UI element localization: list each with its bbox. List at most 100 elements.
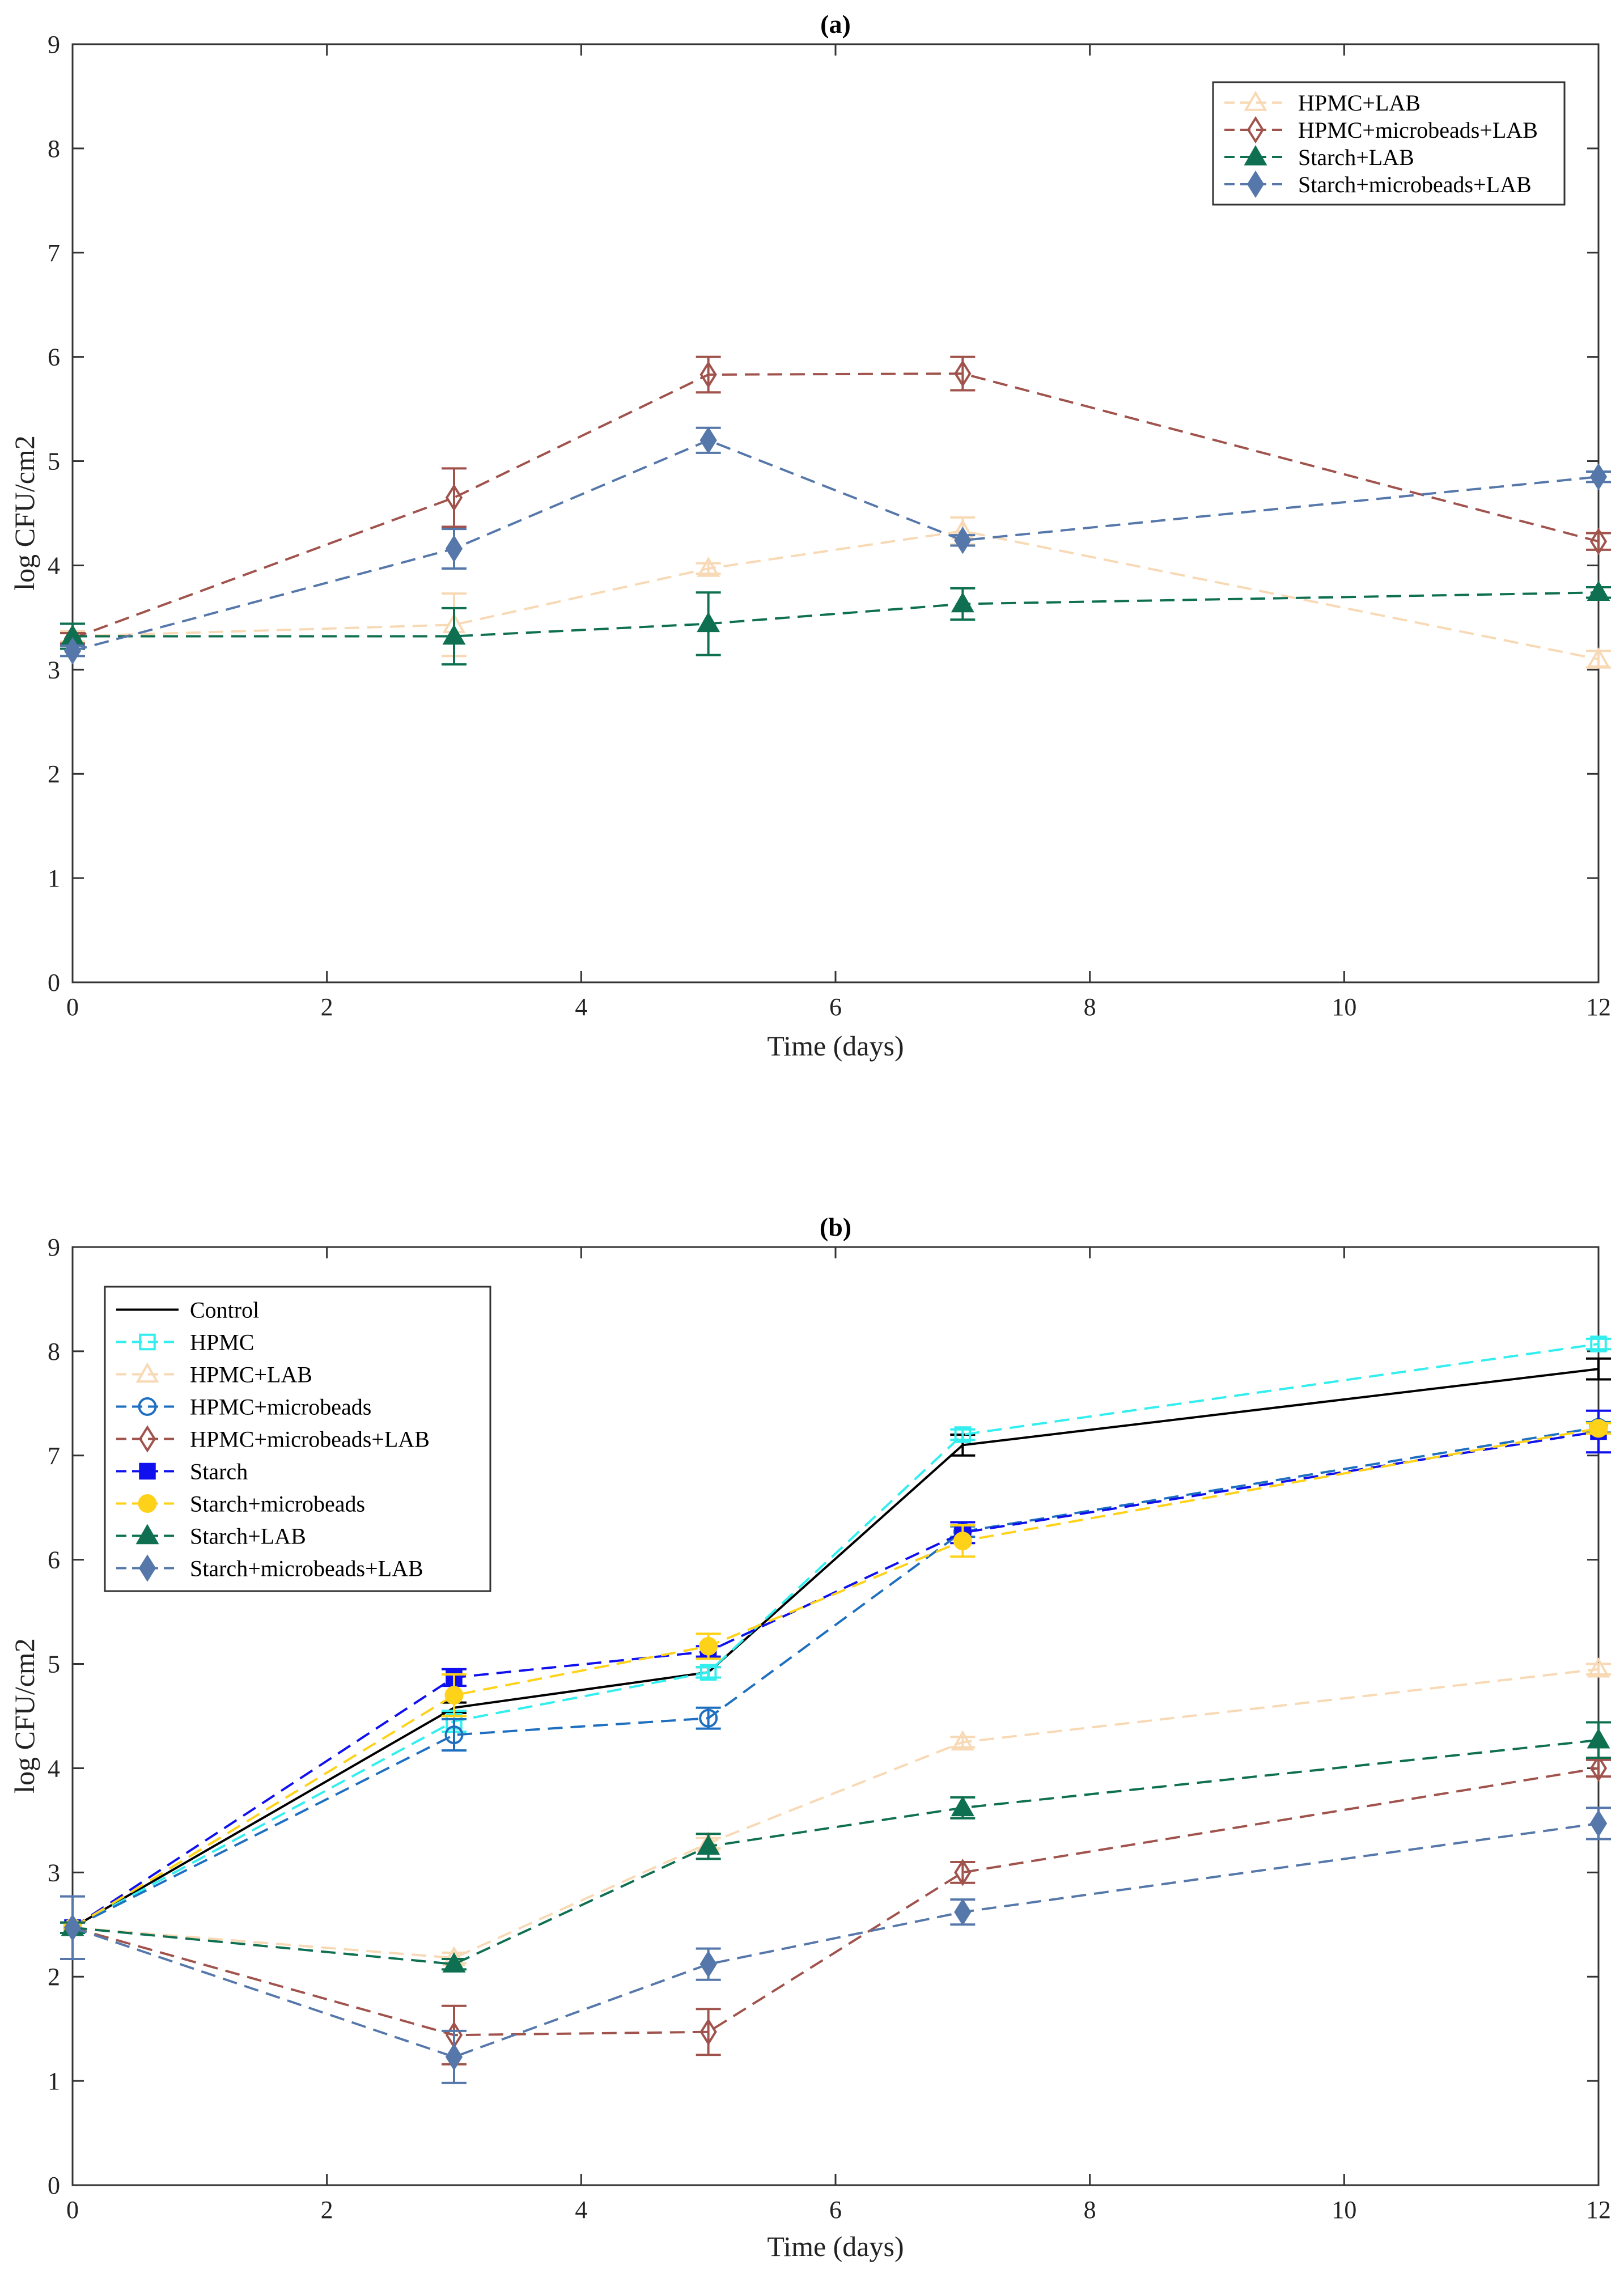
y-tick-label: 3 bbox=[48, 656, 60, 684]
data-point bbox=[953, 1532, 972, 1551]
data-point bbox=[444, 1725, 464, 1745]
chart-panel-b: (b) Time (days) log CFU/cm2 0 2 4 6 8 10 12012… bbox=[9, 1212, 1611, 2262]
legend-marker bbox=[138, 1494, 157, 1513]
data-point bbox=[697, 1834, 720, 1855]
x-tick-label: 8 bbox=[1084, 2196, 1096, 2224]
series-starch-microbeads-lab bbox=[60, 1806, 1611, 2084]
series-line bbox=[72, 1767, 1599, 2037]
legend-marker bbox=[1246, 170, 1265, 198]
data-point bbox=[954, 1426, 972, 1443]
y-tick-label: 2 bbox=[48, 760, 60, 788]
data-point bbox=[1587, 647, 1610, 668]
x-tick-label: 4 bbox=[575, 2196, 587, 2224]
data-point bbox=[444, 1686, 464, 1705]
data-point bbox=[951, 1730, 974, 1751]
x-axis-label: Time (days) bbox=[767, 2230, 904, 2262]
data-point bbox=[1587, 580, 1610, 601]
legend-marker bbox=[138, 1554, 156, 1582]
data-point bbox=[442, 624, 466, 645]
legend-label: HPMC+LAB bbox=[190, 1362, 312, 1388]
y-tick-label: 1 bbox=[48, 2067, 60, 2095]
data-point bbox=[445, 535, 463, 563]
legend-item: HPMC+LAB bbox=[116, 1362, 312, 1388]
data-point bbox=[1587, 1657, 1610, 1678]
legend: Control HPMC HPMC+LAB HPMC+microbeads HPMC+m… bbox=[104, 1286, 491, 1592]
legend-item: HPMC+microbeads+LAB bbox=[116, 1425, 430, 1453]
x-tick-label: 2 bbox=[321, 2196, 333, 2224]
data-point bbox=[954, 1859, 972, 1886]
y-tick-label: 4 bbox=[48, 1754, 60, 1782]
legend-marker bbox=[135, 1524, 159, 1545]
legend-item: Starch+microbeads+LAB bbox=[116, 1554, 423, 1582]
x-tick-label: 6 bbox=[829, 2196, 842, 2224]
legend-item: Starch+LAB bbox=[116, 1524, 306, 1549]
data-point bbox=[954, 359, 972, 388]
data-point bbox=[699, 1664, 717, 1681]
series-starch-microbeads-lab bbox=[60, 426, 1611, 665]
y-tick-label: 7 bbox=[48, 239, 60, 267]
data-point bbox=[1589, 1809, 1608, 1838]
data-point bbox=[445, 484, 463, 512]
x-tick-label: 10 bbox=[1332, 2196, 1356, 2224]
y-tick-label: 0 bbox=[48, 969, 60, 996]
x-tick-label: 0 bbox=[66, 993, 79, 1021]
data-point bbox=[954, 1898, 972, 1926]
chart-title: (a) bbox=[820, 10, 851, 39]
y-tick-label: 8 bbox=[48, 135, 60, 163]
y-axis-label: log CFU/cm2 bbox=[9, 1638, 40, 1793]
data-point bbox=[699, 361, 717, 389]
y-tick-label: 3 bbox=[48, 1859, 60, 1886]
x-axis-label: Time (days) bbox=[767, 1030, 904, 1062]
x-tick-label: 10 bbox=[1332, 993, 1356, 1021]
legend-marker bbox=[138, 1397, 157, 1416]
legend-box bbox=[1212, 81, 1566, 206]
data-point bbox=[1589, 1419, 1608, 1438]
legend: HPMC+LABHPMC+microbeads+LABStarch+LABSta… bbox=[1212, 81, 1566, 206]
legend-item: Starch+microbeads+LAB bbox=[1224, 170, 1532, 198]
y-tick-label: 2 bbox=[48, 1963, 60, 1991]
y-axis-label: log CFU/cm2 bbox=[9, 435, 40, 591]
chart-title: (b) bbox=[820, 1212, 851, 1241]
legend-marker bbox=[1246, 116, 1265, 144]
data-point bbox=[442, 1952, 466, 1973]
series-layer bbox=[60, 1335, 1611, 2084]
legend-label: HPMC+LAB bbox=[1298, 90, 1421, 116]
data-point bbox=[699, 426, 717, 454]
y-tick-label: 1 bbox=[48, 864, 60, 892]
legend-item: Starch+LAB bbox=[1224, 145, 1414, 170]
data-point bbox=[63, 637, 82, 665]
data-point bbox=[951, 592, 974, 613]
data-point bbox=[699, 1708, 718, 1728]
x-tick-label: 6 bbox=[829, 993, 842, 1021]
legend-marker bbox=[1244, 145, 1267, 166]
y-tick-label: 6 bbox=[48, 1546, 60, 1574]
data-point bbox=[699, 1636, 718, 1656]
data-point bbox=[1589, 527, 1608, 555]
data-point bbox=[699, 1950, 717, 1978]
data-point bbox=[954, 527, 972, 554]
legend-item: HPMC+microbeads+LAB bbox=[1224, 116, 1538, 144]
y-tick-label: 8 bbox=[48, 1338, 60, 1366]
legend-label: HPMC bbox=[190, 1330, 254, 1355]
legend-label: Starch bbox=[190, 1459, 248, 1485]
y-tick-label: 0 bbox=[48, 2172, 60, 2199]
legend-marker bbox=[139, 1333, 156, 1351]
data-point bbox=[699, 2018, 717, 2046]
y-tick-label: 9 bbox=[48, 31, 60, 58]
legend-item: HPMC+microbeads bbox=[116, 1394, 371, 1420]
data-point bbox=[63, 1914, 82, 1941]
data-point bbox=[1587, 1728, 1610, 1749]
x-tick-label: 2 bbox=[321, 993, 333, 1021]
data-point bbox=[1589, 1754, 1608, 1782]
legend-label: Starch+LAB bbox=[1298, 145, 1414, 170]
legend-marker bbox=[139, 1462, 156, 1480]
legend-label: HPMC+microbeads bbox=[190, 1394, 371, 1420]
x-tick-label: 0 bbox=[66, 2196, 79, 2224]
x-tick-label: 8 bbox=[1084, 993, 1096, 1021]
legend-label: HPMC+microbeads+LAB bbox=[190, 1427, 430, 1452]
series-layer bbox=[60, 355, 1611, 669]
legend-label: Control bbox=[190, 1297, 259, 1323]
x-tick-label: 4 bbox=[575, 993, 587, 1021]
